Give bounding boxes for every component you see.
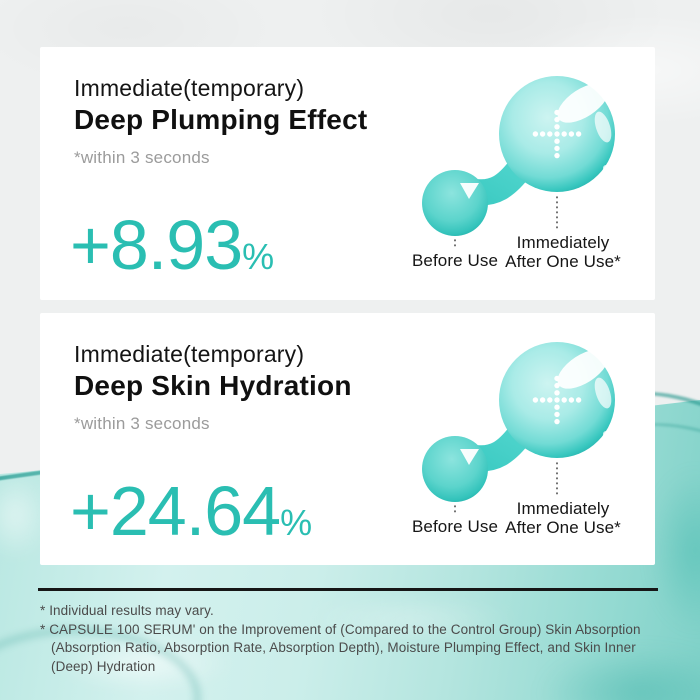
- percent-sign: %: [280, 502, 313, 543]
- label-after-use: Immediately After One Use*: [505, 233, 621, 271]
- stat-number: +24.64: [70, 472, 281, 550]
- stat-number: +8.93: [70, 206, 243, 284]
- footer-divider: [38, 588, 658, 591]
- droplet-illustration: Before Use Immediately After One Use*: [400, 65, 650, 280]
- small-droplet-highlight: [460, 449, 479, 465]
- plus-dots-icon: [532, 109, 582, 159]
- percent-sign: %: [242, 236, 275, 277]
- plus-dots-icon: [532, 375, 582, 425]
- card-title: Deep Plumping Effect: [74, 104, 368, 135]
- footnote-1: * Individual results may vary.: [40, 603, 214, 618]
- card-subtitle: Immediate(temporary): [74, 341, 305, 367]
- card-text-block: Immediate(temporary) Deep Skin Hydration…: [74, 340, 352, 434]
- label-after-line2: After One Use*: [505, 518, 621, 537]
- gloss-highlight: [557, 349, 609, 389]
- card-footnote: *within 3 seconds: [74, 414, 210, 433]
- card-title: Deep Skin Hydration: [74, 370, 352, 401]
- footnotes: * Individual results may vary. * CAPSULE…: [40, 602, 670, 676]
- footnote-3: (Absorption Ratio, Absorption Rate, Abso…: [51, 640, 636, 674]
- droplet-svg: [422, 342, 615, 516]
- card-footnote: *within 3 seconds: [74, 148, 210, 167]
- stat-card-plumping: Immediate(temporary) Deep Plumping Effec…: [40, 47, 655, 300]
- gloss-speck: [603, 431, 609, 437]
- stat-value: +8.93%: [70, 210, 274, 292]
- gloss-highlight: [594, 377, 612, 409]
- label-before-use: Before Use: [411, 517, 499, 536]
- card-subtitle: Immediate(temporary): [74, 75, 305, 101]
- stat-value: +24.64%: [70, 476, 312, 558]
- gloss-speck: [603, 165, 609, 171]
- droplet-illustration: Before Use Immediately After One Use*: [400, 331, 650, 546]
- label-after-line1: Immediately: [516, 499, 610, 518]
- label-after-use: Immediately After One Use*: [505, 499, 621, 537]
- small-droplet: [422, 436, 488, 502]
- label-after-line2: After One Use*: [505, 252, 621, 271]
- small-droplet-highlight: [460, 183, 479, 199]
- label-after-line1: Immediately: [516, 233, 610, 252]
- label-before-use: Before Use: [411, 251, 499, 270]
- gloss-highlight: [557, 83, 609, 123]
- gloss-highlight: [594, 111, 612, 143]
- small-droplet: [422, 170, 488, 236]
- droplet-svg: [422, 76, 615, 250]
- card-text-block: Immediate(temporary) Deep Plumping Effec…: [74, 74, 367, 168]
- stat-card-hydration: Immediate(temporary) Deep Skin Hydration…: [40, 313, 655, 565]
- footnote-2: * CAPSULE 100 SERUM' on the Improvement …: [40, 621, 641, 637]
